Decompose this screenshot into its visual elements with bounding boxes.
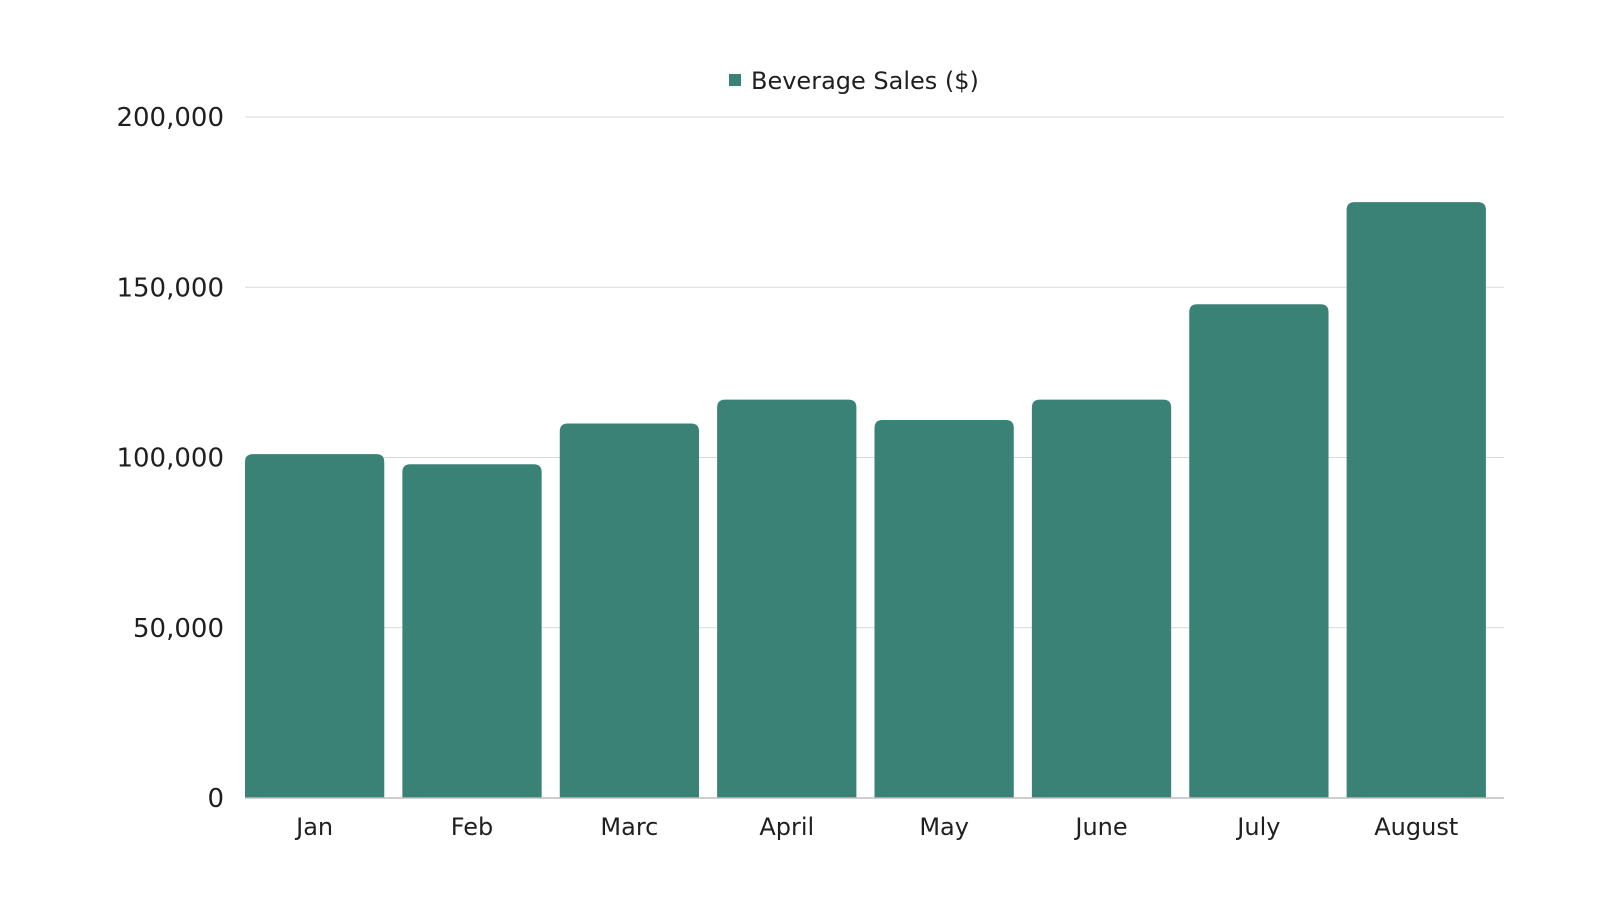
y-axis: 0 50,000 100,000 150,000 200,000 <box>116 103 224 814</box>
bar-june <box>1031 399 1172 798</box>
bar-may <box>874 420 1014 798</box>
x-tick-label: April <box>759 813 814 841</box>
bar-marc <box>559 423 700 798</box>
x-tick-label: Feb <box>451 813 494 841</box>
y-tick-label: 0 <box>207 784 224 814</box>
x-tick-label: Jan <box>294 813 333 841</box>
bars <box>245 202 1486 798</box>
bar-feb <box>402 464 542 798</box>
y-tick-label: 200,000 <box>116 103 224 133</box>
x-axis: Jan Feb Marc April May June July August <box>245 797 1504 841</box>
legend-marker <box>729 74 741 86</box>
bar-jan <box>245 454 385 798</box>
x-tick-label: Marc <box>600 813 658 841</box>
bar-april <box>717 399 857 798</box>
legend-label: Beverage Sales ($) <box>751 67 979 95</box>
y-tick-label: 50,000 <box>133 614 224 644</box>
x-tick-label: July <box>1235 813 1280 841</box>
bar-july <box>1189 304 1329 798</box>
x-tick-label: May <box>919 813 969 841</box>
x-tick-label: August <box>1374 813 1458 841</box>
y-tick-label: 150,000 <box>116 273 224 303</box>
bar-august <box>1346 202 1486 798</box>
y-tick-label: 100,000 <box>116 444 224 474</box>
x-tick-label: June <box>1073 813 1127 841</box>
legend: Beverage Sales ($) <box>729 67 979 95</box>
